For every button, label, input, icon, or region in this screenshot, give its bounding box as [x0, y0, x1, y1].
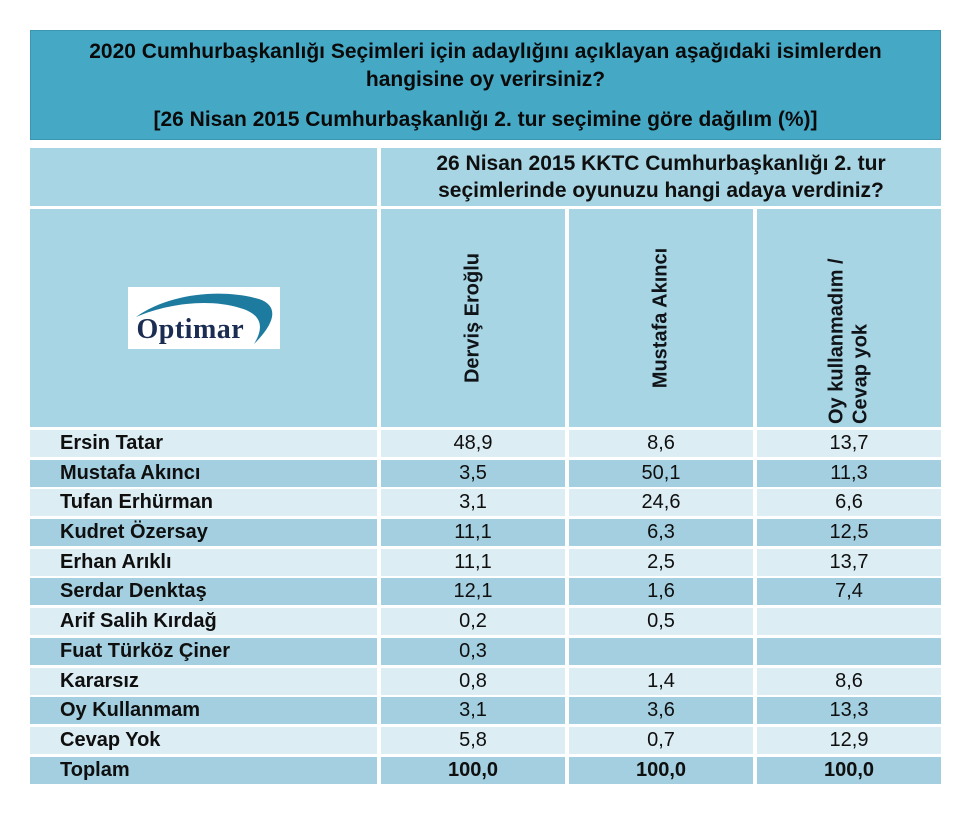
title-banner: 2020 Cumhurbaşkanlığı Seçimleri için ada… [30, 30, 941, 140]
table-row: Fuat Türköz Çiner 0,3 [30, 637, 941, 665]
row-value [757, 637, 941, 665]
row-value: 1,6 [569, 578, 753, 606]
row-value: 11,3 [757, 459, 941, 487]
row-label: Kararsız [30, 667, 377, 695]
optimar-swoosh-icon [135, 293, 272, 344]
row-value: 0,7 [569, 726, 753, 754]
row-value: 3,5 [381, 459, 565, 487]
row-value: 1,4 [569, 667, 753, 695]
row-value: 48,9 [381, 430, 565, 457]
row-value: 13,7 [757, 430, 941, 457]
group-header: 26 Nisan 2015 KKTC Cumhurbaşkanlığı 2. t… [381, 148, 941, 206]
row-value: 3,6 [569, 697, 753, 725]
table-row: Arif Salih Kırdağ 0,2 0,5 [30, 608, 941, 636]
row-label: Erhan Arıklı [30, 548, 377, 576]
group-header-spacer-cell [30, 148, 377, 206]
table-row: Kudret Özersay 11,1 6,3 12,5 [30, 519, 941, 547]
row-value: 7,4 [757, 578, 941, 606]
row-value: 11,1 [381, 548, 565, 576]
table-row: Cevap Yok 5,8 0,7 12,9 [30, 726, 941, 754]
row-label: Fuat Türköz Çiner [30, 637, 377, 665]
row-label: Kudret Özersay [30, 519, 377, 547]
row-label: Oy Kullanmam [30, 697, 377, 725]
row-value [569, 637, 753, 665]
column-header-row: Optimar Derviş Eroğlu Mustafa Akıncı Oy … [30, 209, 941, 427]
row-value: 24,6 [569, 489, 753, 517]
table-row-total: Toplam 100,0 100,0 100,0 [30, 756, 941, 784]
row-value: 12,5 [757, 519, 941, 547]
table-row: Tufan Erhürman 3,1 24,6 6,6 [30, 489, 941, 517]
row-value: 0,3 [381, 637, 565, 665]
row-value: 8,6 [757, 667, 941, 695]
table-row: Kararsız 0,8 1,4 8,6 [30, 667, 941, 695]
column-header-dervis-eroglu: Derviş Eroğlu [381, 209, 565, 427]
optimar-logo: Optimar [127, 287, 280, 349]
row-label: Serdar Denktaş [30, 578, 377, 606]
poll-table: 26 Nisan 2015 KKTC Cumhurbaşkanlığı 2. t… [30, 148, 941, 784]
column-header-label: Oy kullanmadım / Cevap yok [825, 258, 872, 424]
column-header-label: Mustafa Akıncı [649, 247, 672, 389]
row-label: Cevap Yok [30, 726, 377, 754]
table-row: Mustafa Akıncı 3,5 50,1 11,3 [30, 459, 941, 487]
title-question: 2020 Cumhurbaşkanlığı Seçimleri için ada… [89, 39, 882, 91]
table-row: Serdar Denktaş 12,1 1,6 7,4 [30, 578, 941, 606]
row-value: 12,1 [381, 578, 565, 606]
row-value: 5,8 [381, 726, 565, 754]
row-value: 6,6 [757, 489, 941, 517]
column-header-label: Derviş Eroğlu [461, 252, 484, 384]
row-value: 13,3 [757, 697, 941, 725]
column-header-oy-kullanmadim-cevap-yok: Oy kullanmadım / Cevap yok [757, 209, 941, 427]
row-value: 13,7 [757, 548, 941, 576]
row-label: Toplam [30, 756, 377, 784]
row-value: 50,1 [569, 459, 753, 487]
table-row: Ersin Tatar 48,9 8,6 13,7 [30, 430, 941, 457]
group-header-row: 26 Nisan 2015 KKTC Cumhurbaşkanlığı 2. t… [30, 148, 941, 206]
row-value: 12,9 [757, 726, 941, 754]
row-label: Arif Salih Kırdağ [30, 608, 377, 636]
table-row: Oy Kullanmam 3,1 3,6 13,3 [30, 697, 941, 725]
row-label: Tufan Erhürman [30, 489, 377, 517]
optimar-logo-text: Optimar [136, 314, 245, 345]
row-value: 0,2 [381, 608, 565, 636]
table-row: Erhan Arıklı 11,1 2,5 13,7 [30, 548, 941, 576]
row-value: 100,0 [381, 756, 565, 784]
title-note: [26 Nisan 2015 Cumhurbaşkanlığı 2. tur s… [153, 108, 818, 132]
row-value: 3,1 [381, 697, 565, 725]
row-value: 8,6 [569, 430, 753, 457]
row-value: 100,0 [757, 756, 941, 784]
row-value: 3,1 [381, 489, 565, 517]
row-value: 100,0 [569, 756, 753, 784]
row-value [757, 608, 941, 636]
row-value: 0,5 [569, 608, 753, 636]
table-body: Ersin Tatar 48,9 8,6 13,7 Mustafa Akıncı… [30, 430, 941, 784]
row-value: 6,3 [569, 519, 753, 547]
logo-cell: Optimar [30, 209, 377, 427]
row-value: 2,5 [569, 548, 753, 576]
column-header-mustafa-akinci: Mustafa Akıncı [569, 209, 753, 427]
row-value: 0,8 [381, 667, 565, 695]
row-label: Mustafa Akıncı [30, 459, 377, 487]
row-value: 11,1 [381, 519, 565, 547]
row-label: Ersin Tatar [30, 430, 377, 457]
